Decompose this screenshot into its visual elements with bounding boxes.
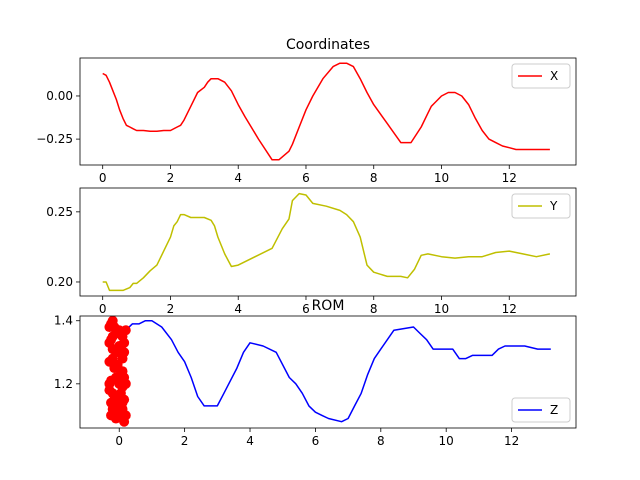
x-tick-label: 2	[167, 171, 175, 185]
legend-label: Y	[549, 199, 558, 213]
y-tick-label: −0.25	[36, 132, 73, 146]
axes-frame	[79, 57, 577, 166]
x-tick-label: 12	[504, 434, 519, 448]
x-tick-label: 6	[312, 434, 320, 448]
x-tick-label: 12	[502, 302, 517, 316]
x-tick-label: 12	[502, 171, 517, 185]
series-line-z	[118, 319, 551, 423]
x-tick-label: 8	[377, 434, 385, 448]
series-x	[102, 62, 550, 161]
legend-label: X	[550, 69, 558, 83]
series-z	[118, 319, 551, 423]
figure-title: Coordinates	[286, 37, 370, 53]
scatter-point	[119, 416, 130, 427]
x-tick-label: 6	[302, 302, 310, 316]
scatter-point	[107, 331, 118, 342]
series-y	[102, 192, 551, 292]
series-scatter	[104, 316, 131, 427]
x-tick-label: 10	[434, 302, 449, 316]
legend: Y	[511, 193, 571, 219]
y-tick-label: 0.20	[46, 275, 73, 289]
x-tick-label: 0	[99, 302, 107, 316]
x-tick-label: 0	[99, 171, 107, 185]
x-tick-label: 10	[439, 434, 454, 448]
y-tick-label: 0.25	[46, 205, 73, 219]
series-line-y	[102, 192, 551, 292]
axes-frame	[79, 187, 577, 297]
x-tick-label: 2	[167, 302, 175, 316]
x-tick-label: 8	[370, 171, 378, 185]
panel-1: 0 2 4 6 8 10 12 0.00 −0.25 X	[36, 57, 577, 185]
x-tick-label: 10	[434, 171, 449, 185]
scatter-point	[104, 378, 115, 389]
x-tick-label: 8	[370, 302, 378, 316]
x-tick-label: 0	[115, 434, 123, 448]
x-tick-label: 4	[246, 434, 254, 448]
x-tick-label: 6	[302, 171, 310, 185]
scatter-point	[119, 347, 130, 358]
y-tick-label: 1.4	[54, 314, 73, 328]
x-tick-label: 2	[181, 434, 189, 448]
scatter-point	[117, 366, 128, 377]
panel-title: ROM	[312, 298, 345, 314]
panel-3: 0 2 4 6 8 10 12 1.4 1.2 ROM Z	[54, 298, 577, 448]
y-tick-label: 0.00	[46, 89, 73, 103]
axes-frame	[79, 315, 577, 429]
panel-2: 0 2 4 6 8 10 12 0.25 0.20 Y	[46, 187, 577, 316]
x-tick-label: 4	[234, 171, 242, 185]
y-tick-label: 1.2	[54, 377, 73, 391]
scatter-point	[120, 378, 131, 389]
series-line-x	[102, 62, 550, 161]
x-tick-label: 4	[234, 302, 242, 316]
legend: Z	[511, 397, 571, 423]
legend-label: Z	[550, 403, 558, 417]
scatter-point	[120, 325, 131, 336]
legend: X	[511, 63, 571, 89]
